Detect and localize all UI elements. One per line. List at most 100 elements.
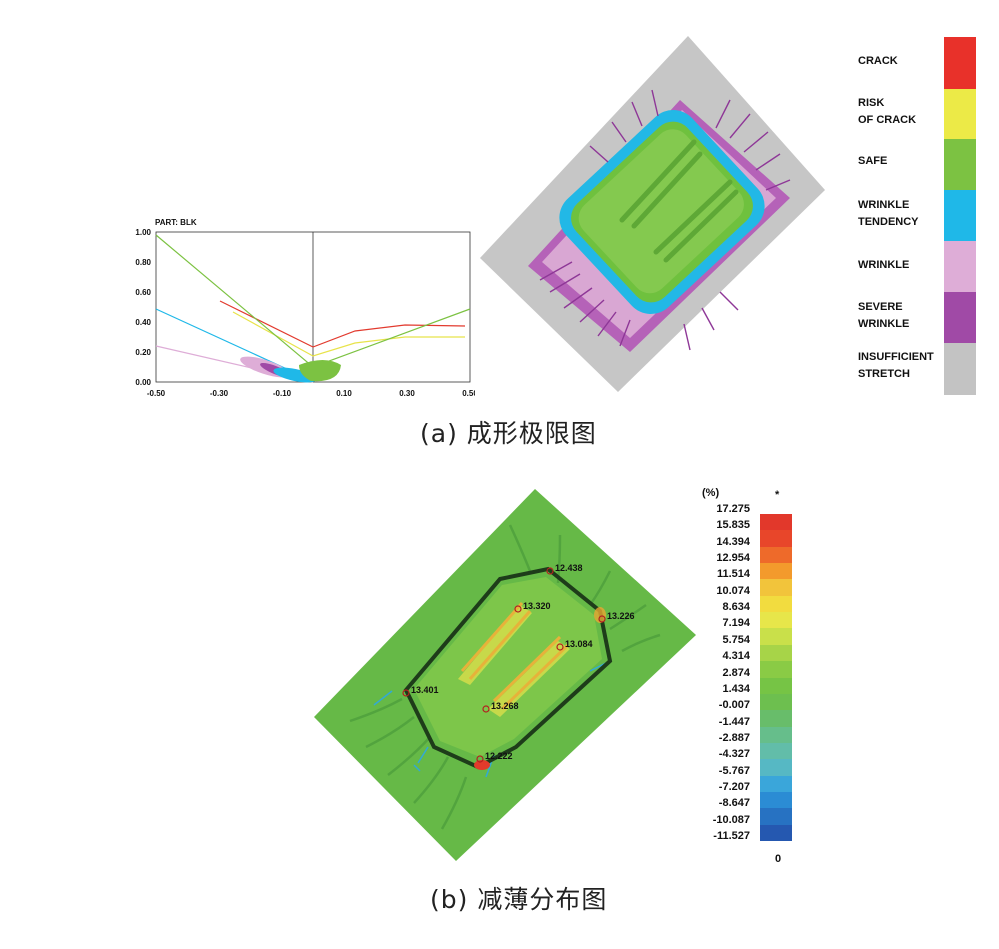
scale-swatch	[760, 530, 792, 548]
scale-label: 14.394	[716, 535, 750, 548]
legend-label-safe: SAFE	[858, 155, 888, 167]
marker-13-401: 13.401	[402, 685, 439, 697]
thinning-hotspot	[594, 607, 606, 623]
fld-y-tick: 0.40	[135, 318, 151, 327]
scale-swatch	[760, 546, 792, 564]
scale-swatch	[760, 710, 792, 728]
svg-text:13.320: 13.320	[523, 601, 551, 611]
marker-13-268: 13.268	[482, 701, 519, 713]
fld-x-tick: -0.30	[210, 389, 229, 398]
legend-label-severe-wrinkle: SEVERE WRINKLE	[858, 301, 910, 330]
fld-part-svg	[480, 36, 825, 392]
fld-x-tick: -0.10	[273, 389, 292, 398]
fld-y-tick: 0.20	[135, 348, 151, 357]
svg-text:13.401: 13.401	[411, 685, 439, 695]
thinning-part-view: 12.438 13.320 13.226 13.084 13.401 13.26…	[310, 485, 700, 865]
fld-y-tick: 0.80	[135, 258, 151, 267]
fld-y-tick: 0.60	[135, 288, 151, 297]
fld-x-ticks: -0.50 -0.30 -0.10 0.10 0.30 0.50	[147, 389, 478, 398]
svg-text:13.084: 13.084	[565, 639, 593, 649]
scale-swatch	[760, 726, 792, 744]
legend-label-wrinkle: WRINKLE	[858, 259, 910, 271]
scale-swatch	[760, 579, 792, 597]
fld-legend: CRACK RISK OF CRACK SAFE WRINKLE TENDENC…	[855, 35, 985, 395]
thinning-markers: 12.438 13.320 13.226 13.084 13.401 13.26…	[402, 563, 635, 763]
scale-label: 17.275	[716, 503, 750, 515]
scale-label: -1.447	[718, 715, 750, 728]
scale-label: 8.634	[722, 601, 750, 614]
scale-swatch	[760, 612, 792, 629]
scale-label: -8.647	[718, 797, 750, 810]
legend-swatch-crack	[944, 37, 976, 89]
fld-part-view	[480, 30, 840, 400]
fld-wrinkle-streaks	[539, 89, 791, 351]
fld-strain-points	[240, 356, 341, 383]
thinning-hot-band	[458, 605, 570, 717]
scale-label: -5.767	[718, 764, 750, 777]
scale-label: 2.874	[722, 666, 750, 679]
scale-swatch	[760, 644, 792, 662]
fld-chart: PART: BLK 1.00 0.80 0.60 0.40 0.20 0.00 …	[125, 215, 478, 405]
fld-punch-top	[578, 129, 744, 294]
scale-label: -0.007	[718, 699, 750, 712]
scale-label: 15.835	[716, 519, 750, 532]
scale-label: 7.194	[722, 617, 750, 630]
caption-a: (a) 成形极限图	[420, 419, 597, 448]
scale-label: 11.514	[716, 568, 750, 581]
marker-13-084: 13.084	[556, 639, 593, 651]
legend-swatch-severe-wrinkle	[944, 292, 976, 343]
svg-text:13.268: 13.268	[491, 701, 519, 711]
fld-chart-svg: PART: BLK 1.00 0.80 0.60 0.40 0.20 0.00 …	[135, 218, 478, 398]
scale-label: 5.754	[722, 633, 750, 646]
fld-y-tick: 0.00	[135, 378, 151, 387]
scale-swatch	[760, 742, 792, 760]
legend-label-wrinkle-tendency: WRINKLE TENDENCY	[858, 199, 919, 228]
scale-swatch	[760, 693, 792, 711]
marker-12-438: 12.438	[546, 563, 583, 575]
marker-12-222: 12.222	[476, 751, 513, 763]
scale-swatch	[760, 595, 792, 613]
thinning-scale: (%) * 17.275 15.835 14.394 12.954 11.514 10.0…	[700, 485, 810, 865]
fld-y-ticks: 1.00 0.80 0.60 0.40 0.20 0.00	[135, 228, 151, 387]
legend-label-insufficient-stretch: INSUFFICIENT STRETCH	[858, 351, 934, 380]
thinning-part-svg: 12.438 13.320 13.226 13.084 13.401 13.26…	[314, 489, 696, 861]
legend-swatch-wrinkle-tendency	[944, 190, 976, 241]
scale-label: -7.207	[718, 780, 750, 793]
scale-label: -2.887	[718, 731, 750, 744]
scale-swatch	[760, 824, 792, 842]
fld-risk-curve	[232, 311, 465, 357]
scale-swatch	[760, 808, 792, 826]
scale-label: 4.314	[722, 650, 750, 663]
scale-swatch	[760, 514, 792, 531]
caption-b: (b) 减薄分布图	[430, 885, 608, 914]
fld-ribs	[619, 139, 739, 263]
fld-x-tick: -0.50	[147, 389, 166, 398]
scale-label: 10.074	[716, 584, 750, 597]
svg-text:13.226: 13.226	[607, 611, 635, 621]
scale-bottom-mark: 0	[775, 853, 782, 865]
svg-text:12.438: 12.438	[555, 563, 583, 573]
fld-y-tick: 1.00	[135, 228, 151, 237]
thinning-punch-wall	[403, 566, 613, 770]
scale-label: -11.527	[713, 830, 750, 842]
fld-x-tick: 0.50	[462, 389, 475, 398]
fld-x-tick: 0.30	[399, 389, 415, 398]
scale-swatch	[760, 791, 792, 809]
thinning-punch-top	[414, 577, 602, 757]
scale-label: 12.954	[716, 552, 750, 565]
scale-swatch	[760, 677, 792, 695]
scale-swatch	[760, 661, 792, 678]
scale-label: 1.434	[722, 682, 750, 695]
legend-swatch-insufficient-stretch	[944, 343, 976, 395]
fld-x-tick: 0.10	[336, 389, 352, 398]
thinning-hotspot	[474, 760, 490, 770]
marker-13-226: 13.226	[598, 611, 635, 623]
scale-unit: (%)	[702, 487, 720, 499]
thinning-ribs	[460, 602, 570, 711]
legend-swatch-risk-of-crack	[944, 89, 976, 139]
legend-label-crack: CRACK	[858, 55, 898, 67]
legend-swatch-safe	[944, 139, 976, 190]
scale-label: -4.327	[718, 748, 750, 761]
scale-swatch	[760, 759, 792, 777]
scale-top-mark: *	[775, 489, 780, 501]
